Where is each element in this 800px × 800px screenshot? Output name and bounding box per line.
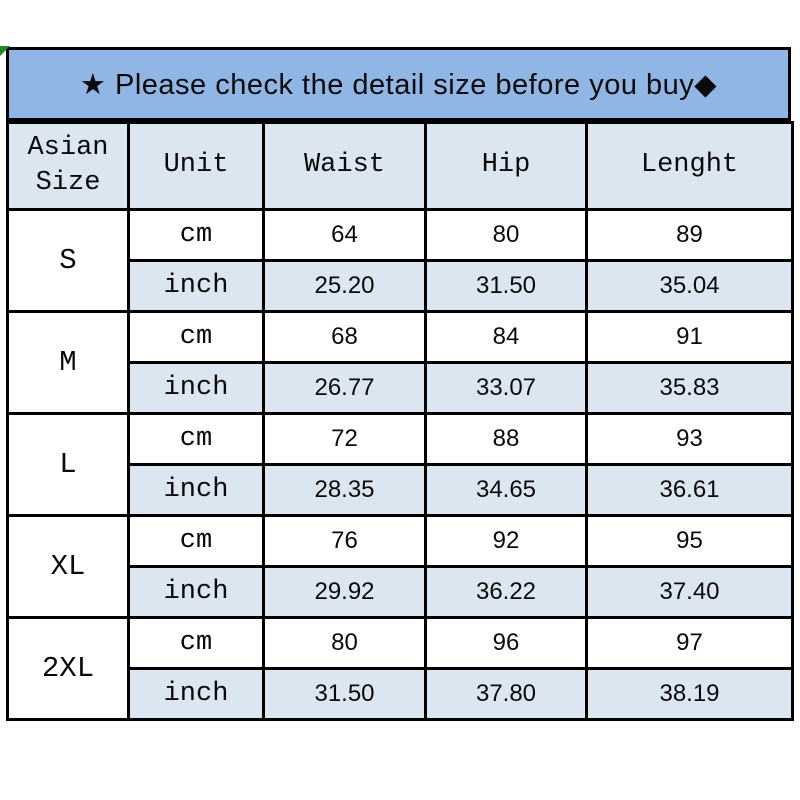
unit-cell-cm: cm [127, 616, 265, 670]
length-value-cm: 97 [585, 616, 794, 670]
waist-value-inch: 29.92 [262, 565, 427, 619]
notice-banner: ★ Please check the detail size before yo… [6, 47, 791, 121]
corner-marker-icon [0, 46, 10, 56]
hip-value-cm: 96 [424, 616, 588, 670]
length-value-inch: 35.83 [585, 361, 794, 415]
header-cell-unit: Unit [127, 121, 265, 211]
waist-value-inch: 26.77 [262, 361, 427, 415]
unit-cell-cm: cm [127, 310, 265, 364]
hip-value-cm: 84 [424, 310, 588, 364]
length-value-cm: 91 [585, 310, 794, 364]
hip-value-cm: 92 [424, 514, 588, 568]
size-cell-2xl: 2XL [6, 616, 130, 721]
waist-value-inch: 31.50 [262, 667, 427, 721]
table-row-m-cm: M cm 68 84 91 [6, 310, 794, 415]
header-cell-asian-size: Asian Size [6, 121, 130, 211]
hip-value-cm: 80 [424, 208, 588, 262]
length-value-inch: 36.61 [585, 463, 794, 517]
unit-cell-inch: inch [127, 259, 265, 313]
header-cell-waist: Waist [262, 121, 427, 211]
length-value-cm: 95 [585, 514, 794, 568]
length-value-inch: 35.04 [585, 259, 794, 313]
hip-value-inch: 31.50 [424, 259, 588, 313]
table-row-2xl-cm: 2XL cm 80 96 97 [6, 616, 794, 721]
table-row-xl-cm: XL cm 76 92 95 [6, 514, 794, 619]
hip-value-inch: 37.80 [424, 667, 588, 721]
unit-cell-inch: inch [127, 565, 265, 619]
hip-value-inch: 34.65 [424, 463, 588, 517]
size-cell-xl: XL [6, 514, 130, 619]
unit-cell-inch: inch [127, 667, 265, 721]
waist-value-cm: 68 [262, 310, 427, 364]
header-cell-length: Lenght [585, 121, 794, 211]
header-row: Asian Size Unit Waist Hip Lenght [6, 121, 794, 211]
unit-cell-cm: cm [127, 208, 265, 262]
length-value-inch: 37.40 [585, 565, 794, 619]
table-row-m-inch: inch 26.77 33.07 35.83 [8, 361, 794, 415]
waist-value-cm: 76 [262, 514, 427, 568]
unit-cell-inch: inch [127, 463, 265, 517]
table-row-s-cm: S cm 64 80 89 [6, 208, 794, 313]
hip-value-inch: 36.22 [424, 565, 588, 619]
length-value-inch: 38.19 [585, 667, 794, 721]
table-row-l-inch: inch 28.35 34.65 36.61 [8, 463, 794, 517]
table-row-l-cm: L cm 72 88 93 [6, 412, 794, 517]
waist-value-cm: 72 [262, 412, 427, 466]
hip-value-cm: 88 [424, 412, 588, 466]
size-cell-m: M [6, 310, 130, 415]
size-cell-l: L [6, 412, 130, 517]
waist-value-inch: 25.20 [262, 259, 427, 313]
length-value-cm: 93 [585, 412, 794, 466]
unit-cell-inch: inch [127, 361, 265, 415]
header-cell-hip: Hip [424, 121, 588, 211]
size-cell-s: S [6, 208, 130, 313]
waist-value-cm: 80 [262, 616, 427, 670]
table-row-s-inch: inch 25.20 31.50 35.04 [8, 259, 794, 313]
size-chart: ★ Please check the detail size before yo… [0, 46, 794, 721]
unit-cell-cm: cm [127, 412, 265, 466]
length-value-cm: 89 [585, 208, 794, 262]
table-row-xl-inch: inch 29.92 36.22 37.40 [8, 565, 794, 619]
hip-value-inch: 33.07 [424, 361, 588, 415]
unit-cell-cm: cm [127, 514, 265, 568]
notice-banner-text: ★ Please check the detail size before yo… [79, 68, 718, 101]
waist-value-inch: 28.35 [262, 463, 427, 517]
waist-value-cm: 64 [262, 208, 427, 262]
size-table: Asian Size Unit Waist Hip Lenght S cm 64… [6, 121, 794, 721]
table-row-2xl-inch: inch 31.50 37.80 38.19 [8, 667, 794, 721]
